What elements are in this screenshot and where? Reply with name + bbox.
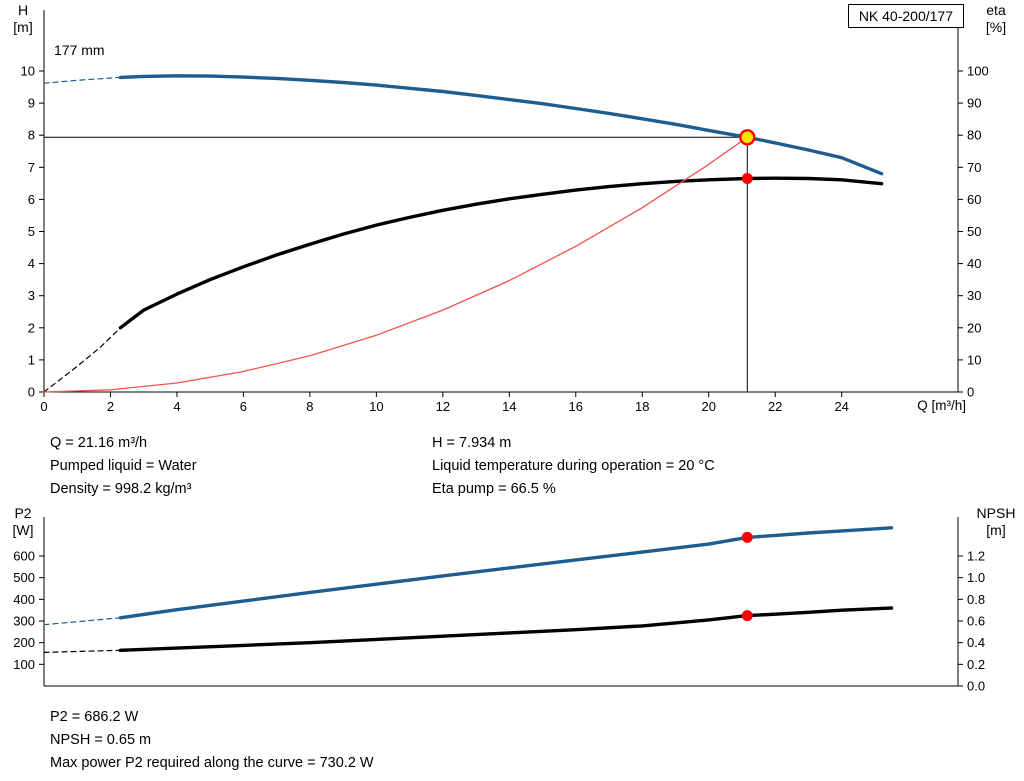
hq-chart-canvas: 0 2 4 6 8 10 12 14 16 18 20 22 240123456789100102030… [21, 10, 989, 414]
left-axis-unit: [m] [13, 19, 33, 35]
y-right-tick-label: 100 [967, 63, 989, 78]
efficiency-duty-point [741, 173, 753, 185]
y-right-tick-label: 0 [967, 385, 974, 400]
x-axis-label: Q [m³/h] [917, 398, 966, 413]
p2-npsh-chart-block: 100 200 300 400 500 600 0.0 0.2 0.4 0.6 0.8 1.0 1.2 … [0, 505, 1024, 700]
npsh-axis-title: NPSH [m] [968, 505, 1024, 539]
x-tick-label: 8 [306, 399, 313, 414]
y-left-tick-label: 8 [28, 128, 35, 143]
head-curve [118, 74, 884, 176]
x-tick-label: 0 [40, 399, 47, 414]
y-right-tick-label: 0.0 [967, 679, 985, 694]
p2-curve [118, 526, 894, 620]
y-left-tick-label: 1 [28, 352, 35, 367]
duty-summary-right: H = 7.934 m Liquid temperature during op… [432, 432, 715, 505]
y-right-tick-label: 60 [967, 192, 981, 207]
npsh-curve-dashed-extension [43, 649, 121, 653]
x-tick-label: 16 [569, 399, 583, 414]
npsh-axis-quantity: NPSH [976, 505, 1016, 521]
y-left-tick-label: 400 [13, 592, 35, 607]
efficiency-curve [118, 176, 884, 330]
right-axis-unit: [%] [985, 19, 1007, 35]
p2-npsh-chart-canvas: 100 200 300 400 500 600 0.0 0.2 0.4 0.6 0.8 1.0 1.2 [13, 517, 985, 694]
x-tick-label: 10 [369, 399, 383, 414]
system-curve [43, 136, 748, 393]
x-tick-label: 24 [834, 399, 848, 414]
y-left-tick-label: 7 [28, 160, 35, 175]
p2-curve-dashed-extension [43, 617, 121, 626]
y-left-tick-label: 6 [28, 192, 35, 207]
x-tick-label: 14 [502, 399, 516, 414]
y-left-tick-label: 3 [28, 288, 35, 303]
y-right-tick-label: 0.8 [967, 592, 985, 607]
efficiency-curve-dashed-extension [43, 327, 121, 393]
x-tick-label: 4 [173, 399, 180, 414]
hq-chart-block: 0 2 4 6 8 10 12 14 16 18 20 22 24 0 1 2 3 4 5 6 7 8 9 10 0 10 20 30… [2, 2, 1024, 414]
hq-right-axis-title: eta [%] [968, 2, 1024, 36]
y-right-tick-label: 40 [967, 256, 981, 271]
y-left-tick-label: 100 [13, 657, 35, 672]
left-axis-quantity: H [17, 2, 29, 18]
right-axis-quantity: eta [986, 2, 1006, 18]
y-right-tick-label: 70 [967, 160, 981, 175]
npsh-value: NPSH = 0.65 m [50, 732, 152, 748]
duty-summary: Q = 21.16 m³/h Pumped liquid = Water Den… [0, 425, 1024, 505]
y-right-tick-label: 0.6 [967, 614, 985, 629]
y-right-tick-label: 0.2 [967, 657, 985, 672]
y-left-tick-label: 300 [13, 614, 35, 629]
x-tick-label: 18 [635, 399, 649, 414]
liquid-temperature: Liquid temperature during operation = 20… [432, 458, 715, 474]
p2-axis-unit: [W] [12, 522, 34, 538]
impeller-diameter-label: 177 mm [54, 42, 105, 58]
x-tick-label: 20 [701, 399, 715, 414]
y-right-tick-label: 50 [967, 224, 981, 239]
head-curve-dashed-extension [43, 76, 121, 84]
pump-model-badge: NK 40-200/177 [847, 4, 964, 28]
y-right-tick-label: 80 [967, 128, 981, 143]
npsh-axis-unit: [m] [986, 522, 1006, 538]
flow-value: Q = 21.16 m³/h [50, 435, 148, 451]
max-power-note: Max power P2 required along the curve = … [50, 755, 374, 771]
pumped-liquid: Pumped liquid = Water [50, 458, 197, 474]
hq-left-axis-title: H [m] [2, 2, 44, 36]
duty-summary-left: Q = 21.16 m³/h Pumped liquid = Water Den… [50, 432, 432, 505]
y-right-tick-label: 1.2 [967, 549, 985, 564]
y-left-tick-label: 5 [28, 224, 35, 239]
y-left-tick-label: 2 [28, 320, 35, 335]
power-summary: P2 = 686.2 W NPSH = 0.65 m Max power P2 … [0, 700, 1024, 781]
p2-duty-point [741, 531, 753, 543]
y-right-tick-label: 0.4 [967, 635, 985, 650]
p2-axis-title: P2 [W] [2, 505, 44, 539]
x-tick-label: 6 [240, 399, 247, 414]
y-left-tick-label: 500 [13, 570, 35, 585]
x-tick-label: 2 [107, 399, 114, 414]
x-tick-label: 22 [768, 399, 782, 414]
y-left-tick-label: 200 [13, 635, 35, 650]
head-value: H = 7.934 m [432, 435, 512, 451]
y-right-tick-label: 10 [967, 352, 981, 367]
density-value: Density = 998.2 kg/m³ [50, 481, 192, 497]
y-right-tick-label: 20 [967, 320, 981, 335]
y-left-tick-label: 9 [28, 96, 35, 111]
npsh-duty-point [741, 610, 753, 622]
y-right-tick-label: 1.0 [967, 570, 985, 585]
x-tick-label: 12 [436, 399, 450, 414]
y-right-tick-label: 90 [967, 96, 981, 111]
y-left-tick-label: 4 [28, 256, 35, 271]
y-left-tick-label: 600 [13, 549, 35, 564]
p2-axis-quantity: P2 [14, 505, 32, 521]
p2-value: P2 = 686.2 W [50, 709, 139, 725]
y-left-tick-label: 10 [21, 63, 35, 78]
y-left-tick-label: 0 [28, 385, 35, 400]
duty-point [739, 129, 756, 146]
eta-pump-value: Eta pump = 66.5 % [432, 481, 556, 497]
y-right-tick-label: 30 [967, 288, 981, 303]
npsh-curve [118, 606, 894, 652]
